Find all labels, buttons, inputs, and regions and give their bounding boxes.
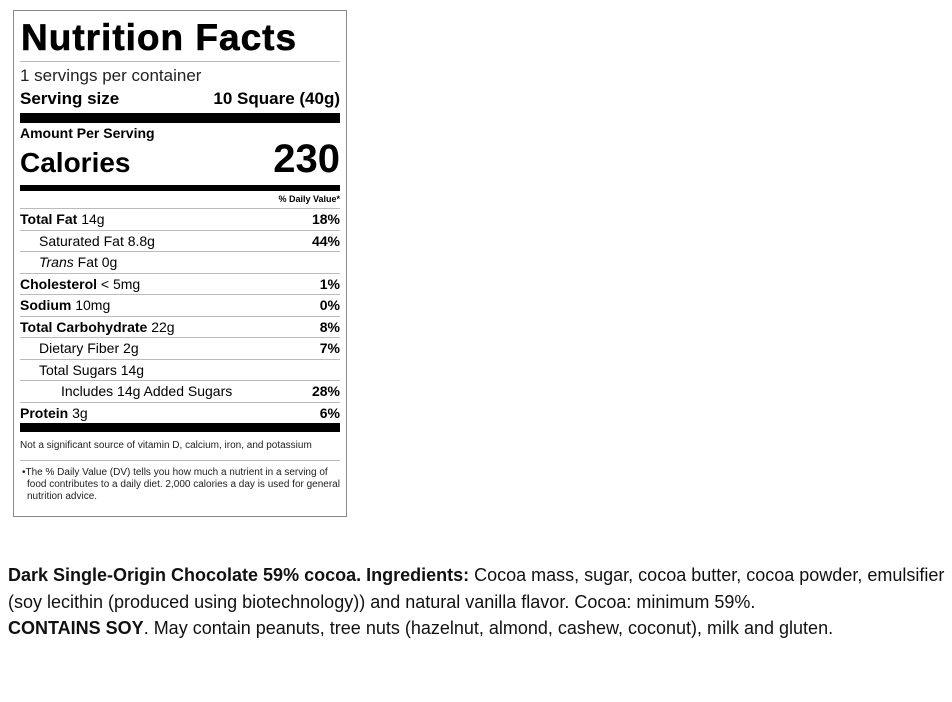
nutrient-name: Fat [77,254,98,270]
nutrient-amount: 14g [81,211,105,227]
medium-divider [20,185,340,191]
divider [20,61,340,62]
nutrient-row: Dietary Fiber 2g 7% [20,337,340,359]
ingredients-statement: Dark Single-Origin Chocolate 59% cocoa. … [8,562,952,642]
nutrient-amount: < 5mg [100,275,141,292]
contains-allergen: CONTAINS SOY [8,618,144,638]
nutrient-name-italic: Trans [39,254,74,270]
nutrient-dv: 0% [319,297,340,313]
calories: Calories 230 [20,137,340,181]
nutrient-row: Total Sugars 14g [20,358,340,381]
nutrient-dv: 28% [311,383,340,399]
thick-divider [20,423,340,432]
nutrient-name: Protein [20,404,69,421]
nutrient-name: Dietary Fiber [39,340,120,356]
ingredients-list: Cocoa mass, sugar, cocoa butter, cocoa p… [8,565,945,612]
nutrient-dv: 8% [319,318,340,335]
nutrient-dv: 44% [311,232,340,249]
nutrient-row: Cholesterol < 5mg 1% [20,272,340,295]
nutrient-name: Total Fat [20,211,78,227]
nutrient-dv: 18% [311,211,340,227]
nutrient-amount: 10mg [75,297,111,313]
nutrient-amount: 8.8g [127,232,155,249]
amount-per-serving: Amount Per Serving [20,125,155,141]
allergen-warning: . May contain peanuts, tree nuts (hazeln… [143,618,834,638]
nutrient-row: Total Carbohydrate 22g 8% [20,315,340,338]
nutrient-name: Saturated Fat [39,232,124,249]
nutrient-name: Total Sugars [39,361,117,378]
nutrient-name: Includes 14g Added Sugars [61,383,233,399]
nutrient-row: Includes 14g Added Sugars 28% [20,380,340,402]
nutrient-dv: 7% [319,340,340,356]
calories-value: 230 [273,137,340,181]
footnote-text: •The % Daily Value (DV) tells you how mu… [22,467,340,502]
footnote: •The % Daily Value (DV) tells you how mu… [20,461,340,503]
label-title: Nutrition Facts [21,17,298,59]
daily-value-header: % Daily Value* [278,194,340,204]
nutrient-name: Cholesterol [20,275,98,292]
nutrient-amount: 3g [72,404,88,421]
nutrient-amount: 14g [120,361,145,378]
not-significant-note: Not a significant source of vitamin D, c… [20,440,312,451]
nutrient-name: Sodium [20,297,72,313]
servings-per-container: 1 servings per container [20,66,202,85]
nutrient-row: Saturated Fat 8.8g 44% [20,229,340,252]
nutrient-amount: 2g [123,340,139,356]
nutrient-amount: 0g [101,254,118,270]
serving-size-value: 10 Square (40g) [213,89,340,108]
nutrient-name: Total Carbohydrate [20,318,148,335]
serving-size: Serving size 10 Square (40g) [20,87,340,111]
nutrition-facts-label: Nutrition Facts 1 servings per container… [13,10,347,517]
serving-size-label: Serving size [20,89,120,108]
nutrient-amount: 22g [151,318,175,335]
product-name: Dark Single-Origin Chocolate 59% cocoa. … [8,565,470,585]
nutrient-dv: 6% [319,404,340,421]
calories-label: Calories [20,147,131,178]
thick-divider [20,113,340,123]
nutrient-row: Protein 3g 6% [20,401,340,424]
nutrient-row: Trans Fat 0g [20,251,340,273]
nutrient-row: Total Fat 14g 18% [20,208,340,230]
divider [20,460,340,461]
nutrient-row: Sodium 10mg 0% [20,294,340,316]
nutrient-dv: 1% [319,275,340,292]
